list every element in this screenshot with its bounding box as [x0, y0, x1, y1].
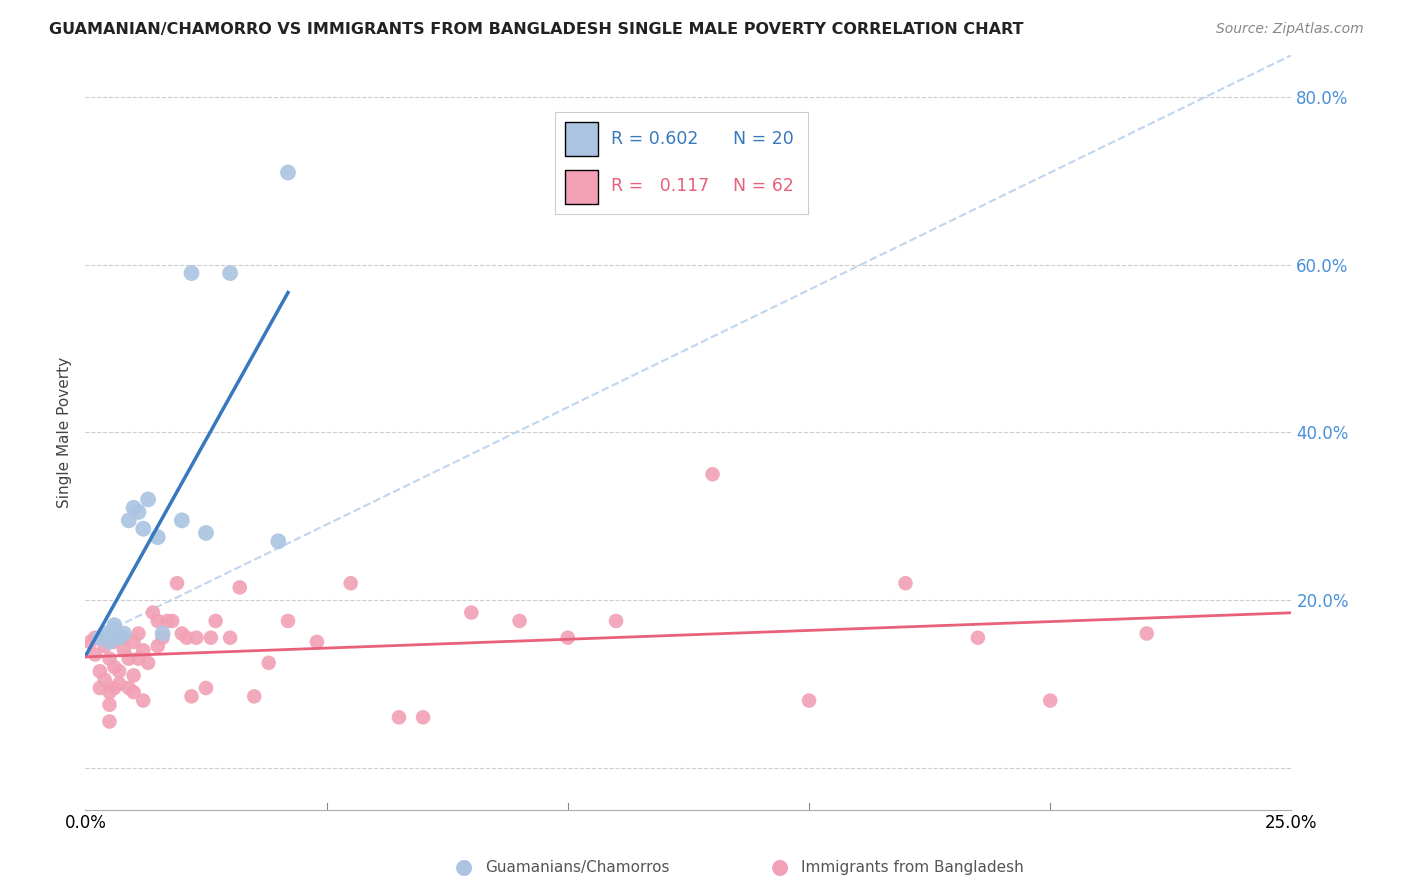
Point: [277, 165, 299, 179]
Point: [103, 623, 125, 637]
Point: [509, 614, 531, 628]
Point: [108, 631, 131, 645]
Point: [127, 651, 149, 665]
Point: [103, 681, 125, 695]
Text: N = 20: N = 20: [733, 130, 793, 148]
Point: [132, 693, 155, 707]
Point: [146, 614, 169, 628]
Point: [98, 635, 121, 649]
Text: Immigrants from Bangladesh: Immigrants from Bangladesh: [801, 860, 1024, 874]
Point: [93, 639, 115, 653]
Point: [122, 500, 145, 515]
Point: [460, 606, 482, 620]
Point: [702, 467, 724, 482]
Point: [146, 530, 169, 544]
Point: [605, 614, 627, 628]
Point: [122, 635, 145, 649]
Point: [84, 631, 107, 645]
Point: [127, 505, 149, 519]
Point: [180, 266, 202, 280]
Point: [1136, 626, 1159, 640]
Point: [89, 681, 111, 695]
Point: [98, 651, 121, 665]
Point: [108, 677, 131, 691]
Text: R = 0.602: R = 0.602: [612, 130, 699, 148]
FancyBboxPatch shape: [565, 170, 599, 204]
Point: [84, 648, 107, 662]
Point: [152, 631, 174, 645]
Point: [557, 631, 579, 645]
Point: [229, 581, 252, 595]
Point: [180, 690, 202, 704]
Point: [186, 631, 208, 645]
Point: [118, 651, 141, 665]
Point: [89, 631, 111, 645]
Point: [156, 614, 179, 628]
Point: [98, 685, 121, 699]
Point: [339, 576, 361, 591]
Point: [89, 665, 111, 679]
Point: [160, 614, 183, 628]
Point: [243, 690, 266, 704]
Point: [166, 576, 188, 591]
Point: [176, 631, 198, 645]
Point: [118, 681, 141, 695]
Text: N = 62: N = 62: [733, 178, 793, 195]
Point: [118, 513, 141, 527]
Point: [103, 635, 125, 649]
Point: [79, 635, 101, 649]
Point: [142, 606, 165, 620]
Point: [219, 266, 242, 280]
FancyBboxPatch shape: [565, 122, 599, 155]
Point: [112, 643, 135, 657]
Point: [152, 626, 174, 640]
Point: [388, 710, 411, 724]
Point: [170, 626, 193, 640]
Point: [204, 614, 226, 628]
Point: [122, 685, 145, 699]
Point: [93, 626, 115, 640]
Point: [112, 631, 135, 645]
Point: [195, 525, 218, 540]
Text: ●: ●: [772, 857, 789, 877]
Point: [797, 693, 820, 707]
Point: [132, 522, 155, 536]
Text: GUAMANIAN/CHAMORRO VS IMMIGRANTS FROM BANGLADESH SINGLE MALE POVERTY CORRELATION: GUAMANIAN/CHAMORRO VS IMMIGRANTS FROM BA…: [49, 22, 1024, 37]
Text: Guamanians/Chamorros: Guamanians/Chamorros: [485, 860, 669, 874]
Point: [305, 635, 328, 649]
Point: [132, 643, 155, 657]
Point: [257, 656, 280, 670]
Point: [967, 631, 990, 645]
Point: [894, 576, 917, 591]
Point: [98, 698, 121, 712]
Point: [103, 618, 125, 632]
Point: [200, 631, 222, 645]
Point: [267, 534, 290, 549]
Point: [103, 660, 125, 674]
Point: [219, 631, 242, 645]
Y-axis label: Single Male Poverty: Single Male Poverty: [58, 357, 72, 508]
Text: Source: ZipAtlas.com: Source: ZipAtlas.com: [1216, 22, 1364, 37]
Point: [412, 710, 434, 724]
Text: R =   0.117: R = 0.117: [612, 178, 709, 195]
Point: [93, 673, 115, 687]
Point: [1039, 693, 1062, 707]
Text: ●: ●: [456, 857, 472, 877]
Point: [136, 492, 159, 507]
Point: [98, 714, 121, 729]
Point: [112, 626, 135, 640]
Point: [127, 626, 149, 640]
Point: [108, 631, 131, 645]
Point: [122, 668, 145, 682]
Point: [170, 513, 193, 527]
Point: [146, 639, 169, 653]
Point: [136, 656, 159, 670]
Point: [108, 665, 131, 679]
Point: [195, 681, 218, 695]
Point: [277, 614, 299, 628]
